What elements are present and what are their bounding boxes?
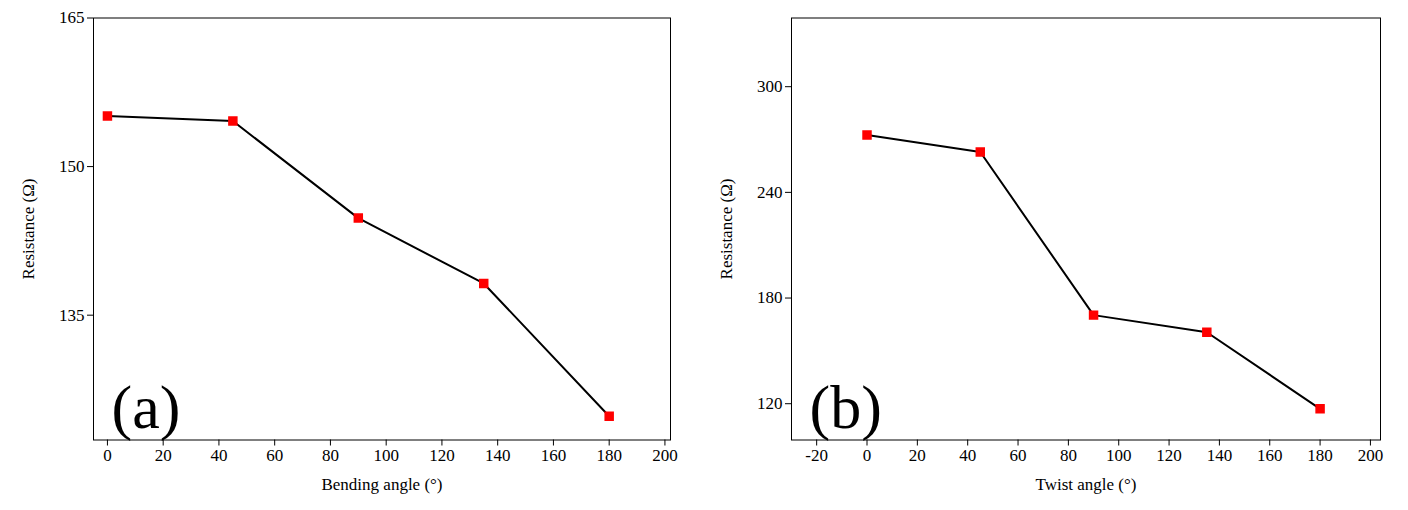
svg-text:40: 40 <box>959 446 976 465</box>
svg-text:20: 20 <box>909 446 926 465</box>
svg-text:100: 100 <box>373 446 399 465</box>
svg-text:180: 180 <box>757 288 783 307</box>
svg-text:135: 135 <box>59 306 85 325</box>
svg-text:20: 20 <box>155 446 172 465</box>
svg-text:-20: -20 <box>805 446 828 465</box>
svg-text:120: 120 <box>757 394 783 413</box>
svg-text:(a): (a) <box>112 373 181 442</box>
svg-text:160: 160 <box>1257 446 1283 465</box>
svg-text:160: 160 <box>541 446 567 465</box>
svg-text:200: 200 <box>1358 446 1384 465</box>
svg-text:120: 120 <box>429 446 455 465</box>
svg-text:140: 140 <box>1207 446 1233 465</box>
svg-text:40: 40 <box>210 446 227 465</box>
svg-text:Bending angle (°): Bending angle (°) <box>321 475 442 494</box>
svg-text:240: 240 <box>757 183 783 202</box>
svg-text:Resistance (Ω): Resistance (Ω) <box>19 179 38 280</box>
svg-text:165: 165 <box>59 8 85 27</box>
svg-text:60: 60 <box>1010 446 1027 465</box>
svg-text:180: 180 <box>1307 446 1333 465</box>
svg-text:60: 60 <box>266 446 283 465</box>
svg-text:Resistance (Ω): Resistance (Ω) <box>717 179 736 280</box>
svg-text:80: 80 <box>322 446 339 465</box>
svg-text:300: 300 <box>757 77 783 96</box>
svg-text:140: 140 <box>485 446 511 465</box>
svg-text:0: 0 <box>103 446 112 465</box>
svg-text:120: 120 <box>1156 446 1182 465</box>
svg-text:100: 100 <box>1106 446 1132 465</box>
svg-text:Twist angle (°): Twist angle (°) <box>1036 475 1137 494</box>
svg-text:180: 180 <box>596 446 622 465</box>
svg-text:80: 80 <box>1060 446 1077 465</box>
svg-text:(b): (b) <box>810 373 882 442</box>
svg-text:0: 0 <box>863 446 872 465</box>
svg-text:150: 150 <box>59 157 85 176</box>
svg-text:200: 200 <box>652 446 678 465</box>
